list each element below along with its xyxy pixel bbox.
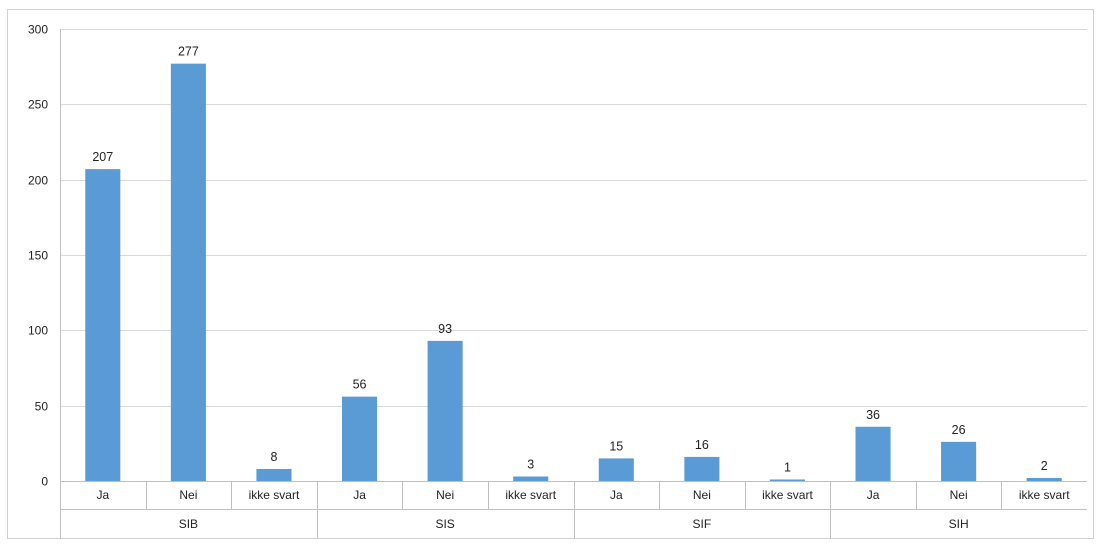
bar xyxy=(1026,477,1062,481)
x-group-label: SIB xyxy=(179,517,198,531)
chart-border xyxy=(7,9,1094,539)
x-category-label: ikke svart xyxy=(762,488,813,502)
x-category-label: Ja xyxy=(610,488,623,502)
data-label: 277 xyxy=(178,45,199,59)
chart-frame: 0 50 100 150 200 250 300 207 277 8 56 93 3 15 16 1 36 26… xyxy=(7,9,1094,539)
data-label: 3 xyxy=(527,457,534,471)
y-tick-label: 250 xyxy=(28,98,48,112)
x-category-label: Nei xyxy=(179,488,197,502)
bar xyxy=(598,458,634,481)
bar xyxy=(855,426,891,481)
x-category-label: ikke svart xyxy=(249,488,300,502)
x-category-label: ikke svart xyxy=(1019,488,1070,502)
y-tick-label: 0 xyxy=(41,475,48,489)
y-tick-label: 150 xyxy=(28,249,48,263)
x-category-label: Nei xyxy=(950,488,968,502)
data-label: 93 xyxy=(438,322,452,336)
bar xyxy=(769,479,806,481)
bar xyxy=(256,468,292,481)
x-category-label: Ja xyxy=(96,488,109,502)
y-axis: 0 50 100 150 200 250 300 xyxy=(28,23,61,539)
bars xyxy=(85,63,1062,482)
data-label: 56 xyxy=(353,378,367,392)
data-label: 2 xyxy=(1041,459,1048,473)
x-category-label: ikke svart xyxy=(505,488,556,502)
x-category-label: Ja xyxy=(867,488,880,502)
data-labels: 207 277 8 56 93 3 15 16 1 36 26 2 xyxy=(92,45,1047,475)
bar xyxy=(684,456,720,481)
data-label: 26 xyxy=(952,423,966,437)
y-tick-label: 300 xyxy=(28,23,48,37)
data-label: 15 xyxy=(609,439,623,453)
data-label: 1 xyxy=(784,460,791,474)
x-category-label: Nei xyxy=(436,488,454,502)
x-category-label: Ja xyxy=(353,488,366,502)
bar xyxy=(427,340,463,481)
bar xyxy=(941,441,977,481)
data-label: 16 xyxy=(695,438,709,452)
y-tick-label: 100 xyxy=(28,324,48,338)
x-category-label: Nei xyxy=(693,488,711,502)
x-group-label: SIH xyxy=(949,517,969,531)
data-label: 36 xyxy=(866,408,880,422)
bar xyxy=(85,169,121,481)
data-label: 8 xyxy=(270,450,277,464)
y-tick-label: 50 xyxy=(35,400,49,414)
gridlines xyxy=(60,29,1087,407)
bar xyxy=(513,476,549,481)
x-axis: Ja Nei ikke svart SIB Ja Nei ikke svart SIS Ja Ne… xyxy=(60,481,1087,539)
x-group-label: SIS xyxy=(435,517,454,531)
x-group-label: SIF xyxy=(693,517,712,531)
bar xyxy=(341,396,378,481)
y-tick-label: 200 xyxy=(28,174,48,188)
bar xyxy=(170,63,206,482)
bar-chart: 0 50 100 150 200 250 300 207 277 8 56 93 3 15 16 1 36 26… xyxy=(7,9,1094,539)
data-label: 207 xyxy=(92,150,113,164)
